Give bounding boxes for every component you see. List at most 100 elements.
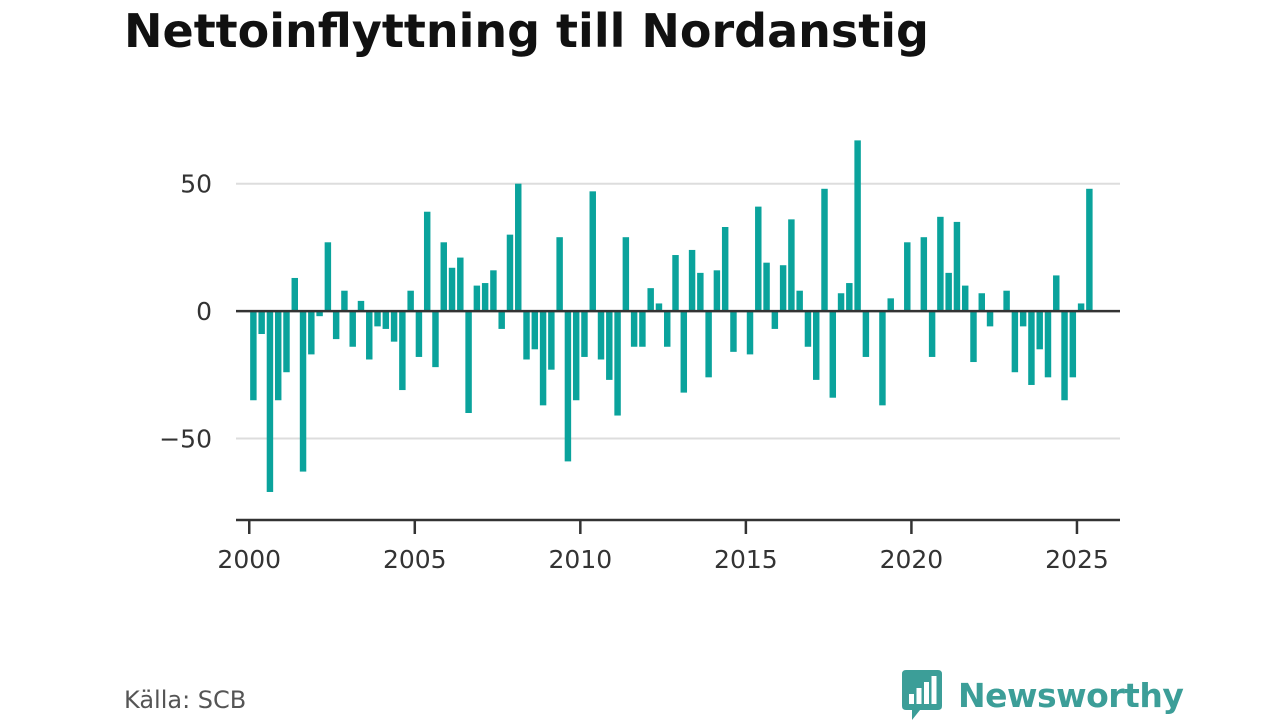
bar <box>945 272 952 312</box>
y-tick-label: 0 <box>196 297 212 326</box>
bar <box>614 311 621 416</box>
bar <box>1077 303 1085 312</box>
bar <box>680 311 688 393</box>
bar <box>763 262 770 312</box>
bar <box>250 311 257 401</box>
bar <box>589 191 596 312</box>
bar <box>788 219 795 312</box>
bar-chart-speech-bubble-icon <box>902 670 942 720</box>
bar <box>374 311 381 327</box>
x-tick-label: 2015 <box>714 545 778 574</box>
x-tick-label: 2005 <box>383 545 447 574</box>
bar <box>581 311 588 357</box>
bar <box>837 293 845 312</box>
bar <box>258 311 265 335</box>
y-axis-ticks: 50 0 −50 <box>159 170 212 454</box>
bar <box>266 311 274 492</box>
bar <box>498 311 505 329</box>
bar <box>961 285 969 312</box>
x-tick-label: 2025 <box>1045 545 1109 574</box>
bar <box>415 311 423 357</box>
bar <box>481 283 489 312</box>
bar <box>879 311 886 406</box>
bar <box>564 311 572 462</box>
bar <box>697 272 704 312</box>
bar <box>928 311 936 357</box>
bar <box>779 265 787 312</box>
bar <box>523 311 530 360</box>
bar <box>324 242 332 312</box>
bar <box>804 311 812 347</box>
bar <box>639 311 646 347</box>
bar <box>457 257 464 312</box>
bar <box>1003 290 1010 312</box>
bar <box>308 311 315 355</box>
bar <box>672 255 679 312</box>
chart-title: Nettoinflyttning till Nordanstig <box>124 4 929 58</box>
bar <box>630 311 638 347</box>
bar <box>771 311 779 329</box>
bar <box>316 311 323 317</box>
bar <box>746 311 754 355</box>
bar <box>448 267 456 312</box>
bar <box>366 311 373 360</box>
bars <box>236 140 1120 492</box>
bar <box>829 311 837 398</box>
y-tick-label: −50 <box>159 424 212 453</box>
bar <box>382 311 390 329</box>
source-label: Källa: SCB <box>124 686 247 714</box>
brand-name: Newsworthy <box>958 675 1184 715</box>
x-tick-label: 2020 <box>880 545 944 574</box>
bar <box>390 311 398 342</box>
bar <box>473 285 481 312</box>
bar <box>490 270 497 312</box>
bar <box>920 237 928 312</box>
bar <box>713 270 721 312</box>
bar <box>1053 275 1060 312</box>
bar <box>688 249 696 312</box>
bar <box>622 237 630 312</box>
bar <box>597 311 605 360</box>
bar <box>572 311 580 401</box>
bar <box>1019 311 1027 327</box>
bar <box>506 234 514 312</box>
bar <box>986 311 994 327</box>
bar <box>291 277 298 312</box>
bar <box>854 140 861 312</box>
bar <box>465 311 472 413</box>
bar <box>904 242 911 312</box>
x-axis: 2000 2005 2010 2015 2020 2025 <box>217 518 1120 574</box>
bar <box>655 303 663 312</box>
x-tick-label: 2000 <box>217 545 281 574</box>
bar <box>721 227 729 312</box>
bar <box>821 188 828 312</box>
bar <box>548 311 555 370</box>
bar <box>332 311 340 340</box>
bar <box>664 311 671 347</box>
y-tick-label: 50 <box>180 170 212 199</box>
bar <box>423 211 431 312</box>
bar <box>1036 311 1043 350</box>
bar <box>357 300 365 312</box>
bar <box>407 290 414 312</box>
bar <box>1061 311 1068 401</box>
bar <box>953 221 961 312</box>
bar <box>705 311 712 378</box>
bar <box>1011 311 1019 373</box>
bar <box>539 311 547 406</box>
bar <box>1069 311 1077 378</box>
bar <box>606 311 613 380</box>
bar <box>978 293 985 312</box>
bar <box>432 311 439 368</box>
bar <box>274 311 282 401</box>
x-tick-label: 2010 <box>549 545 613 574</box>
bar <box>970 311 977 363</box>
brand-logo[interactable]: Newsworthy <box>902 670 1184 720</box>
bar <box>1028 311 1035 385</box>
bar <box>349 311 356 347</box>
bar <box>796 290 803 312</box>
gridlines <box>236 182 1120 440</box>
bar <box>755 206 762 312</box>
bar <box>283 311 290 373</box>
